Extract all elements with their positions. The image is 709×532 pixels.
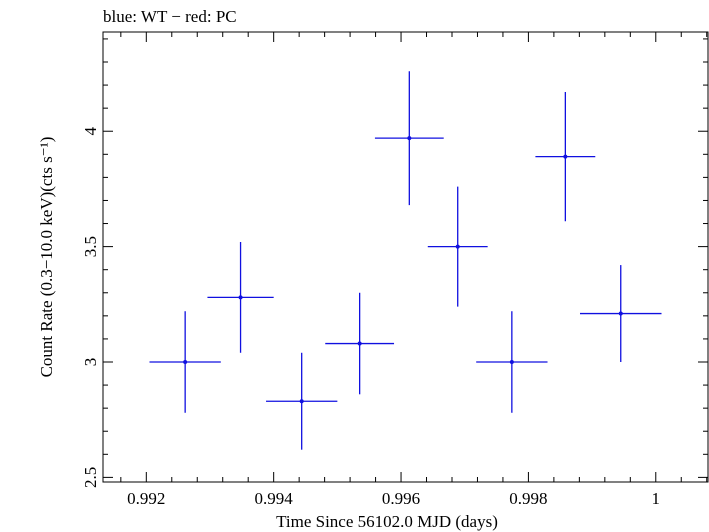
point-marker <box>299 399 304 404</box>
point-marker <box>618 311 623 316</box>
data-point <box>476 311 548 413</box>
chart-title: blue: WT − red: PC <box>103 7 237 26</box>
y-tick-label: 3 <box>81 358 100 367</box>
data-point <box>427 186 488 307</box>
data-point <box>535 92 596 222</box>
point-marker <box>563 154 568 159</box>
x-tick-label: 0.992 <box>127 489 165 508</box>
point-marker <box>509 360 514 364</box>
axis-ticks <box>103 32 708 482</box>
point-marker <box>455 244 460 249</box>
point-marker <box>407 136 412 141</box>
data-point <box>325 292 395 395</box>
data-point <box>266 352 338 450</box>
y-tick-label: 3.5 <box>81 236 100 257</box>
x-tick-label: 1 <box>652 489 661 508</box>
y-tick-label: 4 <box>81 126 100 135</box>
data-point <box>207 242 274 353</box>
y-axis-label: Count Rate (0.3−10.0 keV)(cts s⁻¹) <box>37 137 56 378</box>
plot-frame <box>102 31 709 483</box>
point-marker <box>238 295 243 300</box>
x-tick-label: 0.998 <box>509 489 547 508</box>
data-point <box>149 311 221 413</box>
x-tick-label: 0.996 <box>382 489 420 508</box>
axis-tick-labels: 0.992 0.994 0.996 0.998 1 2.5 3 3.5 4 <box>81 126 660 508</box>
point-marker <box>183 360 188 364</box>
point-marker <box>357 341 362 346</box>
data-points <box>149 71 662 450</box>
y-tick-label: 2.5 <box>81 467 100 488</box>
x-tick-label: 0.994 <box>255 489 294 508</box>
data-point <box>374 71 444 206</box>
x-axis-label: Time Since 56102.0 MJD (days) <box>276 512 498 531</box>
data-point <box>579 265 662 362</box>
